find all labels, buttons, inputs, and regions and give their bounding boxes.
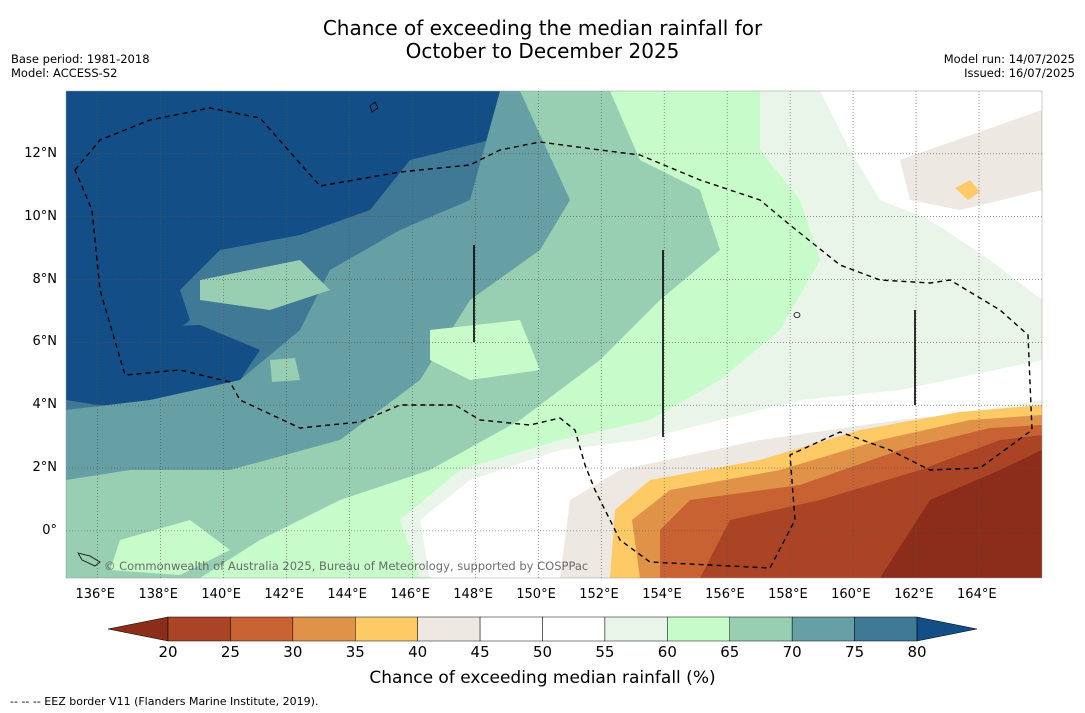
latitude-tick-label: 2°N [32, 460, 58, 476]
colorbar-segment [667, 616, 730, 642]
map-title-line1: Chance of exceeding the median rainfall … [322, 16, 763, 40]
graticule [66, 91, 1042, 578]
longitude-tick-label: 144°E [327, 587, 367, 602]
colorbar-segment [417, 616, 481, 642]
colorbar-tick-label: 70 [782, 643, 802, 661]
latitude-tick-label: 0° [42, 522, 57, 538]
colorbar-tick-label: 30 [283, 643, 303, 661]
longitude-tick-label: 156°E [705, 587, 745, 602]
longitude-tick-label: 138°E [138, 587, 178, 602]
zone-65-70-patch-a [200, 260, 330, 310]
colorbar-tick-label: 60 [657, 643, 677, 661]
longitude-tick-label: 148°E [453, 587, 493, 602]
colorbar-tick-label: 40 [408, 643, 428, 661]
zone-35-40-ne-patch [955, 180, 980, 200]
zone-40-45-ne [900, 110, 1042, 210]
longitude-tick-label: 158°E [768, 587, 808, 602]
colorbar-segment [167, 616, 231, 642]
longitude-tick-label: 152°E [579, 587, 619, 602]
colorbar-tick-label: 45 [470, 643, 490, 661]
zone-above-80-nw [66, 91, 500, 390]
zone-60-65-sw [110, 520, 230, 575]
longitude-tick-label: 164°E [957, 587, 997, 602]
longitude-tick-label: 150°E [516, 587, 556, 602]
latitude-tick-label: 8°N [32, 271, 58, 287]
colorbar-tick-label: 80 [907, 643, 927, 661]
island-outline [77, 552, 101, 567]
map-frame [65, 90, 1043, 579]
longitude-tick-label: 136°E [75, 587, 115, 602]
colorbar [107, 616, 978, 642]
island-outline [369, 101, 379, 113]
colorbar-tick-label: 65 [720, 643, 740, 661]
probability-field [66, 91, 1042, 578]
latitude-tick-label: 6°N [32, 334, 58, 350]
colorbar-tick-label: 20 [158, 643, 178, 661]
colorbar-segment [292, 616, 356, 642]
colorbar-segment [230, 616, 294, 642]
eez-footnote: -- -- -- EEZ border V11 (Flanders Marine… [10, 695, 319, 708]
longitude-tick-label: 146°E [390, 587, 430, 602]
island-outline [793, 312, 801, 318]
model-name: Model: ACCESS-S2 [11, 66, 118, 80]
latitude-tick-label: 12°N [24, 145, 57, 161]
colorbar-segment [791, 616, 855, 642]
longitude-tick-label: 140°E [201, 587, 241, 602]
colorbar-tick-label: 75 [845, 643, 865, 661]
zone-65-70-patch-b [270, 358, 300, 382]
colorbar-extend-low [107, 616, 169, 642]
model-run-date: Model run: 14/07/2025 [943, 52, 1075, 66]
longitude-tick-label: 154°E [642, 587, 682, 602]
latitude-tick-label: 4°N [32, 397, 58, 413]
map-title-line2: October to December 2025 [405, 39, 680, 63]
longitude-tick-label: 160°E [831, 587, 871, 602]
colorbar-segment [479, 616, 543, 642]
zone-below-20 [880, 450, 1042, 578]
issued-date: Issued: 16/07/2025 [964, 66, 1075, 80]
longitude-tick-label: 162°E [894, 587, 934, 602]
zone-60-65-patch [430, 320, 540, 380]
colorbar-segment [542, 616, 606, 642]
base-period: Base period: 1981-2018 [11, 52, 150, 66]
colorbar-segment [604, 616, 668, 642]
colorbar-extend-high [916, 616, 978, 642]
colorbar-tick-label: 35 [345, 643, 365, 661]
latitude-tick-label: 10°N [24, 208, 57, 224]
colorbar-segment [854, 616, 918, 642]
colorbar-tick-label: 55 [595, 643, 615, 661]
colorbar-tick-label: 25 [220, 643, 240, 661]
colorbar-tick-label: 50 [532, 643, 553, 661]
attribution-text: © Commonwealth of Australia 2025, Bureau… [104, 559, 588, 573]
colorbar-segment [355, 616, 418, 642]
longitude-tick-label: 142°E [264, 587, 304, 602]
colorbar-title: Chance of exceeding median rainfall (%) [369, 668, 716, 688]
colorbar-segment [729, 616, 793, 642]
